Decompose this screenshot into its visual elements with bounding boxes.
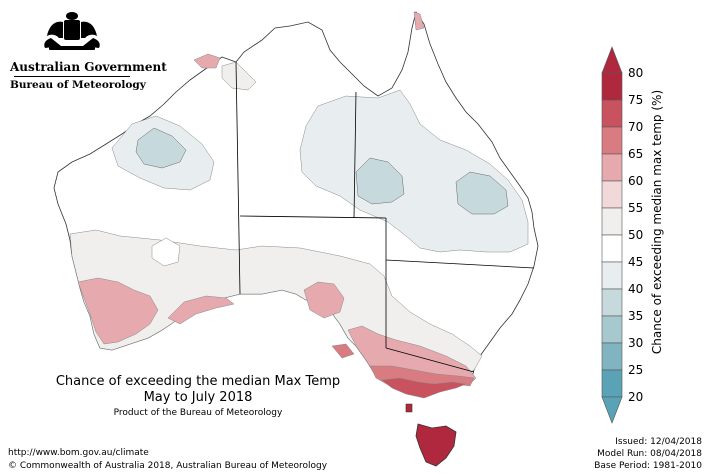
legend-title: Chance of exceeding median max temp (%): [650, 89, 664, 355]
region-60-65-sa: [303, 281, 345, 319]
map-credit: Product of the Bureau of Meteorology: [113, 408, 283, 418]
region-70-75-victoria: [381, 377, 467, 399]
tasmania: [415, 423, 457, 467]
state-borders: [235, 61, 535, 373]
coat-of-arms-icon: [44, 12, 100, 50]
bureau-name: Bureau of Meteorology: [10, 79, 146, 91]
model-run-date: Model Run: 08/04/2018: [597, 449, 702, 459]
logo-divider: [14, 76, 130, 77]
region-65-70-sa-gulf: [331, 343, 355, 359]
region-35-40-central: [355, 157, 405, 205]
base-period: Base Period: 1981-2010: [594, 461, 702, 471]
king-island: [405, 403, 413, 413]
region-35-40-east: [455, 171, 509, 215]
issued-date: Issued: 12/04/2018: [615, 437, 702, 447]
region-60-65-bight: [167, 295, 235, 325]
footer-url[interactable]: http://www.bom.gov.au/climate: [8, 448, 149, 458]
region-60-65-southwest: [77, 277, 159, 345]
region-45-50-pocket: [151, 237, 181, 267]
region-35-40-west: [135, 127, 187, 169]
region-50-55-northwest: [221, 61, 257, 91]
map-period: May to July 2018: [143, 390, 253, 405]
region-60-65-northtip: [193, 53, 221, 69]
region-60-65-capeyork: [413, 11, 425, 31]
map-title: Chance of exceeding the median Max Temp: [55, 374, 341, 389]
government-logo: Australian Government Bureau of Meteorol…: [10, 8, 167, 91]
government-name: Australian Government: [10, 60, 167, 74]
footer-copyright: © Commonwealth of Australia 2018, Austra…: [8, 461, 328, 471]
